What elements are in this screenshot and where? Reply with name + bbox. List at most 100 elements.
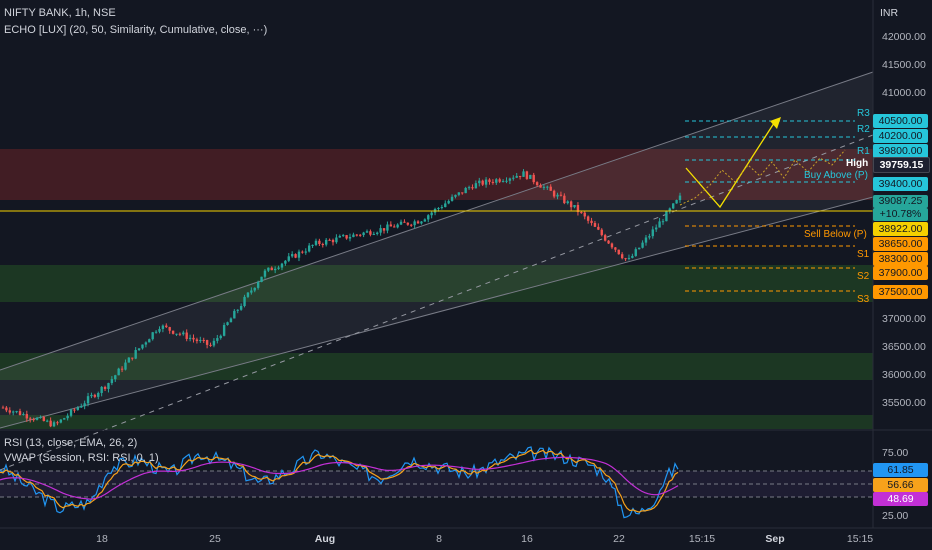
candle-body xyxy=(212,340,216,346)
candle-body xyxy=(5,407,8,411)
candle-body xyxy=(678,195,682,201)
price-tick: 36500.00 xyxy=(882,341,926,353)
candle-body xyxy=(617,249,620,255)
rsi-signal-tag: 56.66 xyxy=(873,478,928,492)
r1-price-tag: 39800.00 xyxy=(873,144,928,158)
candle-body xyxy=(86,396,90,404)
time-tick: 16 xyxy=(521,533,533,545)
candle-body xyxy=(294,254,297,258)
candle-body xyxy=(610,243,614,248)
candle-body xyxy=(83,403,86,407)
candle-body xyxy=(637,247,641,250)
candle-body xyxy=(522,171,525,177)
candle-body xyxy=(314,240,318,245)
candle-body xyxy=(73,409,76,411)
time-tick: 18 xyxy=(96,533,108,545)
candle-body xyxy=(549,186,552,191)
candle-body xyxy=(219,335,222,339)
candle-body xyxy=(56,422,59,424)
candle-body xyxy=(144,342,148,345)
s2-label: S2 xyxy=(857,271,870,282)
candle-body xyxy=(185,332,188,339)
candle-body xyxy=(46,420,49,422)
s1-top-price-tag: 38650.00 xyxy=(873,237,928,251)
resistance-zone xyxy=(0,149,873,200)
price-tick: 42000.00 xyxy=(882,31,926,43)
candle-body xyxy=(515,175,518,178)
candle-body xyxy=(253,287,256,291)
candle-body xyxy=(137,348,141,351)
candle-body xyxy=(49,420,52,427)
candle-body xyxy=(348,237,352,239)
candle-body xyxy=(324,239,328,245)
candle-body xyxy=(178,333,182,335)
candle-body xyxy=(495,179,498,183)
candle-body xyxy=(141,344,144,349)
candle-body xyxy=(161,325,165,329)
candle-body xyxy=(120,368,124,370)
candle-body xyxy=(525,171,529,179)
candle-body xyxy=(342,235,345,237)
candle-body xyxy=(603,235,607,241)
candle-body xyxy=(32,419,35,421)
symbol-title[interactable]: NIFTY BANK, 1h, NSE xyxy=(4,7,116,19)
time-tick: Sep xyxy=(765,533,785,545)
candle-body xyxy=(583,212,586,217)
candle-body xyxy=(216,338,219,341)
sell-below-label: Sell Below (P) xyxy=(804,229,867,240)
high-label: High xyxy=(846,158,869,169)
candle-body xyxy=(131,357,134,359)
candle-body xyxy=(427,215,430,220)
candle-body xyxy=(413,221,416,226)
r3-label: R3 xyxy=(857,108,870,119)
candle-body xyxy=(287,256,290,261)
channel-lower-line xyxy=(0,196,874,429)
candle-body xyxy=(318,240,321,245)
r1-label: R1 xyxy=(857,146,870,157)
candle-body xyxy=(631,255,634,258)
candle-body xyxy=(297,251,301,258)
time-tick: 15:15 xyxy=(688,533,716,545)
candle-body xyxy=(580,212,583,214)
vwap-legend[interactable]: VWAP (Session, RSI: RSI, 0, 1) xyxy=(4,452,159,464)
vwap-value-tag: 48.69 xyxy=(873,492,928,506)
candle-body xyxy=(222,325,226,336)
r2-label: R2 xyxy=(857,124,870,135)
candle-body xyxy=(15,411,18,413)
candle-body xyxy=(301,251,304,253)
candle-body xyxy=(175,333,178,335)
candle-body xyxy=(376,232,379,234)
rsi-line xyxy=(0,446,679,519)
candle-body xyxy=(563,195,566,204)
candle-body xyxy=(182,332,185,335)
candle-body xyxy=(457,192,461,195)
candlestick-series xyxy=(1,169,682,428)
candle-body xyxy=(280,263,284,268)
candle-body xyxy=(151,332,154,340)
time-tick: 8 xyxy=(436,533,442,545)
rsi-legend[interactable]: RSI (13, close, EMA, 26, 2) xyxy=(4,437,138,449)
candle-body xyxy=(12,411,15,413)
candle-body xyxy=(559,194,563,196)
candle-body xyxy=(396,224,399,228)
candle-body xyxy=(440,207,444,209)
support-zone-lower xyxy=(0,415,873,429)
buy-above-label: Buy Above (P) xyxy=(804,170,868,181)
candle-body xyxy=(42,417,46,421)
currency-label[interactable]: INR xyxy=(880,7,899,19)
candle-body xyxy=(168,327,171,331)
candle-body xyxy=(8,410,12,413)
support-zone-upper xyxy=(0,265,873,302)
candle-body xyxy=(362,232,365,236)
candle-body xyxy=(321,244,324,246)
candle-body xyxy=(484,179,488,185)
candle-body xyxy=(450,196,454,201)
indicator-legend[interactable]: ECHO [LUX] (20, 50, Similarity, Cumulati… xyxy=(4,24,268,36)
time-tick: 25 xyxy=(209,533,221,545)
s1-price-tag: 38300.00 xyxy=(873,252,928,266)
candle-body xyxy=(103,386,107,389)
candle-body xyxy=(260,276,263,283)
candle-body xyxy=(52,422,56,427)
candle-body xyxy=(18,411,22,415)
